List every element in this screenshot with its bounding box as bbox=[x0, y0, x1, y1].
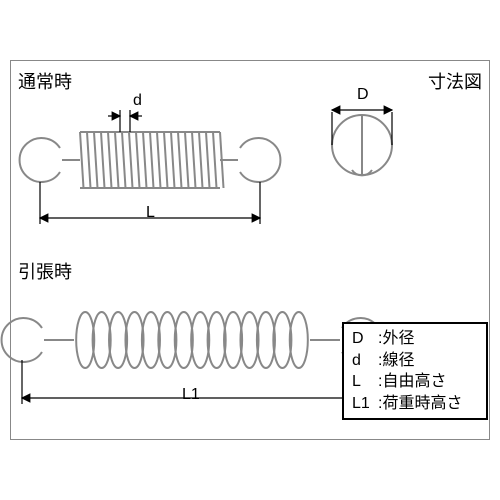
diagram-svg bbox=[0, 0, 500, 500]
dim-d bbox=[108, 110, 142, 132]
legend-row-L1: L1:荷重時高さ bbox=[352, 393, 478, 415]
dim-L1 bbox=[22, 360, 362, 404]
end-view bbox=[332, 115, 392, 175]
tension-spring bbox=[2, 312, 383, 368]
legend-row-D: D:外径 bbox=[352, 328, 478, 350]
legend-row-L: L:自由高さ bbox=[352, 371, 478, 393]
normal-spring bbox=[20, 132, 281, 188]
legend-row-d: d:線径 bbox=[352, 350, 478, 372]
legend-box: D:外径 d:線径 L:自由高さ L1:荷重時高さ bbox=[342, 322, 488, 420]
